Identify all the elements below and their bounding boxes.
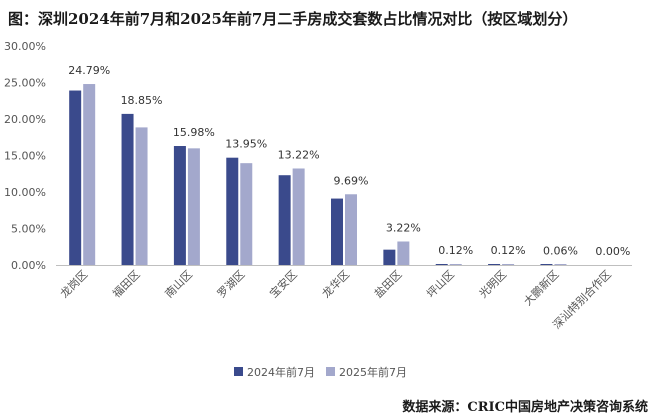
legend-swatch: [326, 367, 335, 376]
data-source-note: 数据来源：CRIC中国房地产决策咨询系统: [402, 400, 648, 415]
y-axis: 0.00% 5.00% 10.00% 15.00% 20.00% 25.00% 30.00%: [4, 40, 46, 272]
x-tick-label: 龙华区: [319, 267, 352, 300]
data-label: 13.95%: [225, 138, 267, 151]
bar-2024: [331, 198, 343, 265]
bar-2025: [187, 148, 200, 265]
bar-2025: [397, 241, 410, 265]
data-label: 3.22%: [386, 221, 421, 234]
bar-2024: [121, 113, 134, 265]
y-tick-label: 5.00%: [11, 223, 46, 236]
bar-2024: [69, 90, 82, 265]
x-tick-label: 龙岗区: [58, 268, 91, 301]
y-tick-label: 25.00%: [4, 77, 46, 90]
data-labels: 24.79% 18.85% 15.98% 13.95% 13.22% 9.69% 3.22%…: [68, 64, 630, 258]
bar-2024: [383, 249, 396, 265]
y-tick-label: 15.00%: [4, 150, 46, 163]
y-tick-label: 10.00%: [4, 186, 46, 199]
data-label: 24.79%: [68, 64, 110, 77]
legend-swatch: [234, 367, 243, 376]
bar-2024: [278, 175, 291, 265]
bars: [69, 84, 567, 266]
y-tick-label: 20.00%: [4, 113, 46, 126]
data-label: 15.98%: [173, 126, 215, 139]
bar-2025: [240, 163, 253, 265]
bar-2025: [554, 264, 567, 265]
data-label: 0.12%: [438, 244, 473, 257]
x-tick-label: 宝安区: [267, 267, 300, 300]
bar-2024: [226, 157, 239, 265]
legend-label: 2025年前7月: [339, 365, 407, 379]
x-tick-label: 光明区: [476, 267, 509, 300]
data-label: 13.22%: [278, 148, 320, 161]
data-label: 18.85%: [121, 94, 163, 107]
legend-label: 2024年前7月: [247, 365, 315, 379]
data-label: 0.06%: [543, 244, 578, 257]
x-tick-label: 盐田区: [372, 268, 405, 301]
y-tick-label: 0.00%: [11, 259, 46, 272]
bar-2024: [435, 264, 448, 265]
x-tick-label: 南山区: [163, 268, 196, 301]
legend: 2024年前7月 2025年前7月: [234, 365, 407, 379]
data-label: 9.69%: [334, 174, 369, 187]
bar-2025: [292, 168, 305, 265]
x-tick-label: 罗湖区: [215, 268, 248, 301]
x-tick-label: 大鹏新区: [521, 267, 562, 308]
x-tick-label: 坪山区: [424, 268, 457, 301]
data-label: 0.12%: [491, 244, 526, 257]
bar-2024: [173, 146, 186, 265]
bar-2025: [135, 127, 148, 266]
bar-2024: [488, 264, 501, 265]
y-tick-label: 30.00%: [4, 40, 46, 53]
x-tick-label: 福田区: [109, 267, 142, 300]
data-label: 0.00%: [595, 245, 630, 258]
bar-2025: [502, 264, 515, 265]
bar-2025: [449, 264, 462, 265]
bar-2024: [540, 264, 553, 265]
bar-2025: [345, 194, 357, 265]
chart-title: 图：深圳2024年前7月和2025年前7月二手房成交套数占比情况对比（按区域划分…: [8, 10, 578, 28]
bar-2025: [83, 84, 96, 266]
